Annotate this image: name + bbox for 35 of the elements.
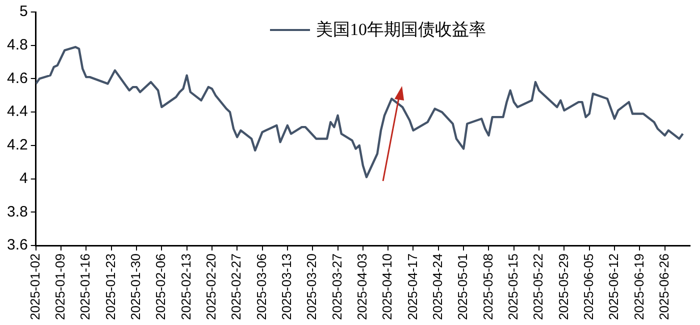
- x-tick-label: 2025-03-13: [279, 254, 294, 320]
- y-tick-label: 4: [20, 170, 28, 187]
- y-tick-label: 4.8: [6, 36, 28, 54]
- x-tick-label: 2025-02-06: [153, 254, 168, 320]
- x-tick-label: 2025-04-03: [354, 254, 370, 320]
- x-tick-label: 2025-02-20: [204, 254, 219, 320]
- x-tick-label: 2025-05-15: [505, 254, 520, 320]
- y-tick-label: 3.6: [6, 236, 28, 254]
- x-tick-label: 2025-03-06: [254, 254, 269, 320]
- x-tick-label: 2025-06-19: [631, 254, 646, 320]
- x-tick-label: 2025-01-30: [128, 254, 144, 320]
- y-tick-label: 4.2: [6, 136, 28, 154]
- x-tick-label: 2025-05-22: [530, 254, 546, 320]
- x-tick-label: 2025-01-09: [52, 254, 68, 320]
- y-tick-label: 4.4: [6, 103, 28, 120]
- x-tick-label: 2025-06-05: [580, 254, 596, 320]
- x-tick-label: 2025-04-17: [404, 254, 420, 320]
- x-tick-label: 2025-01-02: [27, 254, 42, 320]
- legend-label: 美国10年期国债收益率: [316, 19, 486, 41]
- y-tick-label: 4.6: [6, 70, 28, 87]
- x-tick-label: 2025-05-01: [455, 254, 470, 320]
- x-tick-label: 2025-06-26: [656, 254, 672, 320]
- x-tick-label: 2025-02-13: [178, 254, 194, 320]
- x-tick-label: 2025-04-24: [430, 254, 445, 320]
- x-tick-label: 2025-04-10: [380, 254, 395, 320]
- x-tick-label: 2025-05-29: [556, 254, 571, 320]
- x-tick-label: 2025-03-20: [304, 254, 320, 320]
- x-tick-label: 2025-05-08: [480, 254, 496, 320]
- x-tick-label: 2025-01-23: [102, 254, 118, 320]
- y-tick-label: 5: [20, 3, 28, 20]
- x-tick-label: 2025-02-27: [228, 254, 244, 320]
- y-tick-label: 3.8: [6, 203, 28, 220]
- x-tick-label: 2025-03-27: [329, 254, 344, 320]
- x-tick-label: 2025-01-16: [78, 254, 93, 320]
- x-tick-label: 2025-06-12: [606, 254, 622, 320]
